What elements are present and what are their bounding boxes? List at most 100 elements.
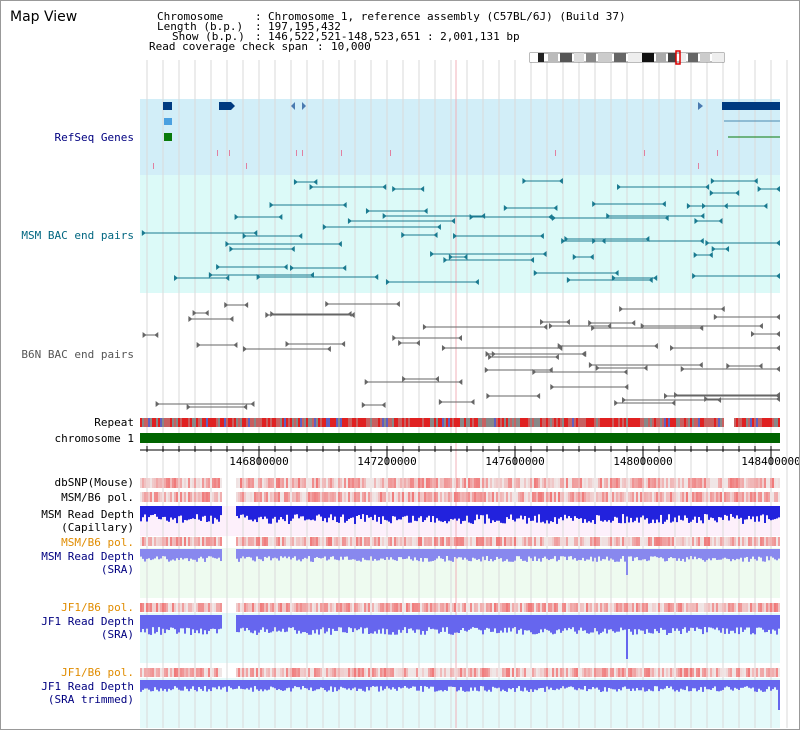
jf1-trim-depth-bar: [168, 680, 170, 689]
repeat-segment: [416, 418, 418, 427]
msm-b6-pol-cell: [202, 492, 204, 502]
jf1-b6-pol-cell: [628, 668, 630, 677]
msm-sra-depth-bar: [238, 549, 240, 562]
msm-b6-pol-cell: [626, 537, 628, 546]
jf1-b6-pol-cell: [204, 668, 206, 677]
dbsnp-cell: [756, 478, 758, 488]
repeat-segment: [768, 418, 770, 427]
jf1-b6-pol-cell: [366, 603, 368, 612]
msm-b6-pol-cell: [196, 537, 198, 546]
msm-sra-depth-bar: [734, 549, 736, 561]
repeat-segment: [274, 418, 276, 427]
jf1-sra-depth-bar: [482, 615, 484, 635]
msm-b6-pol-cell: [772, 492, 774, 502]
repeat-segment: [652, 418, 654, 427]
repeat-segment: [646, 418, 648, 427]
jf1-b6-pol-cell: [572, 603, 574, 612]
jf1-b6-pol-cell: [498, 603, 500, 612]
jf1-b6-pol-cell: [162, 603, 164, 612]
gene-feature: [722, 102, 780, 110]
jf1-trim-depth-bar: [756, 680, 758, 692]
msm-sra-depth-bar: [290, 549, 292, 560]
jf1-b6-pol-cell: [278, 603, 280, 612]
jf1-trim-depth-bar: [300, 680, 302, 690]
msm-b6-pol-cell: [510, 492, 512, 502]
jf1-b6-pol-cell: [548, 603, 550, 612]
jf1-b6-pol-cell: [286, 668, 288, 677]
jf1-sra-depth-bar: [360, 615, 362, 628]
jf1-sra-depth-bar: [634, 615, 636, 630]
msm-bac-end: [548, 214, 553, 220]
repeat-segment: [516, 418, 518, 427]
msm-sra-depth-bar: [664, 549, 666, 562]
msm-b6-pol-cell: [512, 492, 514, 502]
jf1-sra-depth-bar: [326, 615, 328, 632]
msm-b6-pol-cell: [630, 537, 632, 546]
msm-sra-depth-bar: [382, 549, 384, 559]
dbsnp-cell: [726, 478, 728, 488]
msm-capillary-depth-bar: [732, 506, 734, 517]
msm-b6-pol-cell: [560, 492, 562, 502]
jf1-b6-pol-cell: [396, 603, 398, 612]
msm-capillary-depth-bar: [578, 506, 580, 519]
msm-b6-pol-cell: [426, 492, 428, 502]
jf1-b6-pol-cell: [506, 668, 508, 677]
msm-b6-pol-cell: [444, 537, 446, 546]
repeat-segment: [720, 418, 722, 427]
jf1-sra-depth-bar: [394, 615, 396, 635]
msm-b6-pol-cell: [450, 537, 452, 546]
jf1-trim-depth-bar: [754, 680, 756, 692]
jf1-b6-pol-cell: [490, 603, 492, 612]
jf1-b6-pol-cell: [248, 603, 250, 612]
jf1-b6-pol-cell: [650, 603, 652, 612]
msm-b6-pol-cell: [382, 492, 384, 502]
jf1-trim-depth-bar: [150, 680, 152, 692]
repeat-segment: [560, 418, 562, 427]
jf1-b6-pol-cell: [338, 603, 340, 612]
jf1-b6-pol-cell: [500, 603, 502, 612]
repeat-segment: [402, 418, 404, 427]
jf1-sra-depth-bar: [764, 615, 766, 633]
repeat-segment: [362, 418, 364, 427]
jf1-trim-depth-bar: [574, 680, 576, 690]
jf1-sra-depth-bar: [186, 615, 188, 628]
jf1-sra-depth-bar: [544, 615, 546, 629]
repeat-segment: [336, 418, 338, 427]
msm-b6-pol-cell: [514, 492, 516, 502]
msm-capillary-depth-bar: [210, 506, 212, 516]
dbsnp-cell: [488, 478, 490, 488]
msm-b6-pol-cell: [294, 537, 296, 546]
jf1-sra-depth-bar: [214, 615, 216, 629]
jf1-b6-pol-cell: [558, 668, 560, 677]
jf1-trim-depth-bar: [532, 680, 534, 692]
jf1-b6-pol-cell: [468, 603, 470, 612]
b6n-bac-end: [458, 379, 463, 385]
dbsnp-cell: [418, 478, 420, 488]
dbsnp-cell: [664, 478, 666, 488]
jf1-trim-depth-bar: [498, 680, 500, 688]
jf1-b6-pol-cell: [500, 668, 502, 677]
msm-b6-pol-cell: [710, 492, 712, 502]
jf1-b6-pol-cell: [534, 603, 536, 612]
dbsnp-cell: [422, 478, 424, 488]
repeat-segment: [208, 418, 210, 427]
jf1-trim-depth-bar: [246, 680, 248, 689]
msm-b6-pol-cell: [702, 537, 704, 546]
msm-b6-pol-cell: [686, 537, 688, 546]
jf1-b6-pol-cell: [196, 668, 198, 677]
jf1-sra-depth-bar: [446, 615, 448, 628]
repeat-segment: [176, 418, 178, 427]
repeat-label: Repeat: [94, 416, 134, 429]
jf1-sra-depth-bar: [354, 615, 356, 629]
repeat-segment: [256, 418, 258, 427]
msm-sra-depth-bar: [202, 549, 204, 559]
jf1-b6-pol-cell: [524, 668, 526, 677]
msm-bac-end: [481, 213, 486, 219]
msm-sra-depth-bar: [778, 549, 780, 559]
repeat-segment: [624, 418, 626, 427]
msm-sra-depth-bar: [182, 549, 184, 560]
msm-capillary-depth-bar: [688, 506, 690, 523]
msm-sra-depth-bar: [728, 549, 730, 560]
jf1-sra-depth-bar: [542, 615, 544, 633]
